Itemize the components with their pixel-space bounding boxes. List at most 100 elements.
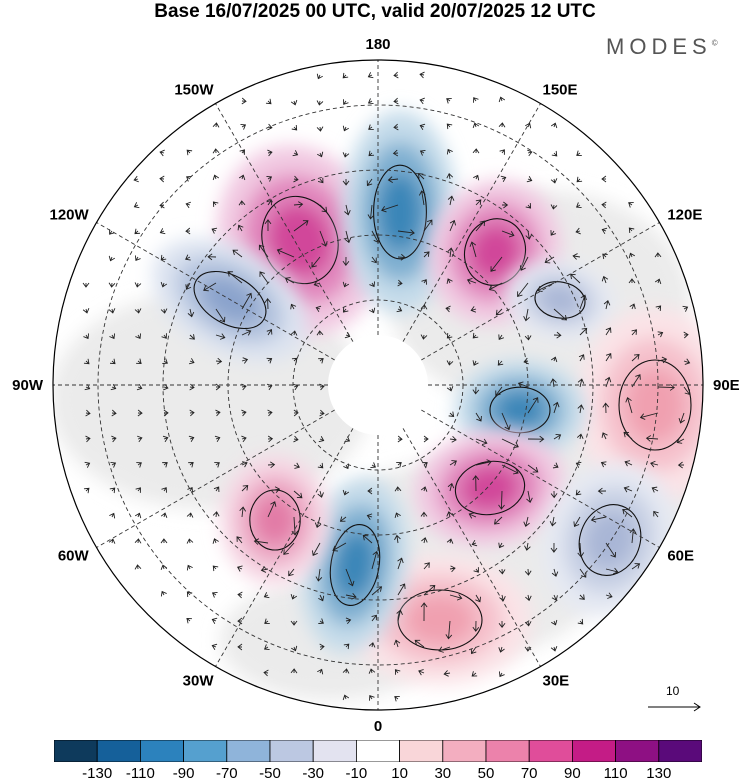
wind-vector: [371, 586, 383, 596]
wind-vector: [527, 435, 545, 443]
wind-vector: [267, 149, 273, 157]
wind-vector: [215, 357, 223, 365]
wind-vector: [109, 487, 116, 494]
wind-vector: [267, 409, 273, 417]
wind-vector: [317, 151, 324, 158]
wind-vector: [317, 490, 324, 498]
colorbar-swatch: [269, 740, 314, 762]
wind-vector: [527, 464, 539, 473]
wind-vector: [550, 204, 558, 210]
wind-vector: [136, 462, 142, 468]
wind-vector: [186, 538, 194, 544]
wind-vector: [290, 330, 298, 336]
meridian-line: [402, 428, 541, 667]
wind-vector: [473, 567, 479, 573]
wind-vector: [573, 516, 581, 528]
wind-vector: [318, 618, 324, 624]
wind-vector: [501, 412, 511, 431]
wind-vector: [369, 307, 376, 314]
wind-vector: [134, 512, 142, 519]
wind-vector: [368, 150, 375, 157]
wind-vector: [498, 620, 506, 629]
wind-vector: [645, 435, 659, 442]
wind-vector: [419, 149, 426, 156]
wind-vector: [446, 148, 453, 155]
wind-vector: [423, 435, 429, 443]
wind-vector: [109, 333, 116, 340]
wind-vector: [498, 671, 505, 678]
wind-vector: [575, 227, 581, 235]
wind-vector: [344, 204, 351, 216]
circulation-contour: [618, 359, 692, 451]
wind-vector: [110, 461, 117, 468]
wind-vector: [472, 332, 479, 339]
wind-vector: [134, 308, 142, 314]
longitude-label: 60W: [58, 548, 90, 565]
colorbar-tick-label: 50: [477, 765, 495, 782]
circulation-contour: [329, 524, 381, 606]
wind-vector: [631, 563, 641, 570]
circulation-contour: [454, 460, 526, 516]
wind-vector: [394, 486, 402, 492]
wind-vector: [420, 334, 428, 340]
wind-vector: [570, 273, 581, 284]
wind-vector: [342, 489, 350, 496]
wind-vector: [550, 490, 558, 499]
wind-vector: [501, 438, 519, 449]
wind-vector: [371, 614, 377, 622]
wind-vector: [623, 486, 633, 493]
wind-vector: [258, 244, 269, 258]
wind-vector: [237, 643, 243, 651]
wind-vector: [550, 646, 558, 652]
wind-vector: [623, 431, 633, 440]
wind-vector: [575, 202, 582, 208]
wind-vector: [237, 591, 243, 599]
wind-vector: [517, 282, 529, 297]
wind-vector: [316, 330, 324, 336]
wind-vector: [447, 195, 455, 206]
wind-vector: [159, 175, 165, 183]
wind-vector: [367, 487, 373, 495]
wind-vector: [367, 98, 374, 105]
wind-vector: [162, 462, 168, 468]
colorbar-tick-label: -10: [345, 765, 368, 782]
wind-vector: [446, 278, 453, 284]
wind-vector: [108, 282, 116, 288]
wind-vector: [421, 279, 427, 285]
wind-vector: [579, 594, 585, 600]
meridian-line: [96, 409, 335, 548]
wind-vector: [628, 227, 635, 234]
wind-vector: [657, 331, 664, 338]
wind-vector: [393, 97, 399, 105]
wind-vector: [651, 486, 659, 493]
wind-vector: [550, 178, 558, 184]
colorbar-swatch: [528, 740, 573, 762]
wind-vector: [526, 176, 533, 183]
wind-vector: [601, 227, 608, 235]
wind-vector: [419, 71, 425, 79]
wind-vector: [544, 256, 555, 264]
wind-vector: [316, 126, 324, 132]
meridian-line: [215, 103, 354, 342]
circulation-contour: [373, 164, 427, 260]
wind-vector: [367, 72, 374, 79]
wind-vector: [136, 358, 142, 364]
wind-vector: [345, 617, 352, 625]
wind-vector: [134, 255, 141, 262]
wind-vector: [265, 98, 272, 105]
wind-vector: [292, 150, 299, 157]
wind-vector: [527, 149, 533, 157]
wind-vector: [423, 251, 430, 258]
wind-vector: [420, 511, 428, 518]
colorbar-swatch: [140, 740, 185, 762]
wind-vector: [490, 256, 503, 272]
wind-vector: [311, 542, 321, 556]
wind-vector: [605, 327, 612, 336]
wind-vector: [236, 565, 243, 572]
wind-vector: [381, 204, 399, 213]
wind-vector: [109, 229, 115, 235]
wind-vector: [290, 99, 298, 106]
wind-vector: [162, 435, 169, 443]
colorbar-tick-label: 130: [646, 765, 672, 782]
wind-vector: [577, 542, 585, 558]
